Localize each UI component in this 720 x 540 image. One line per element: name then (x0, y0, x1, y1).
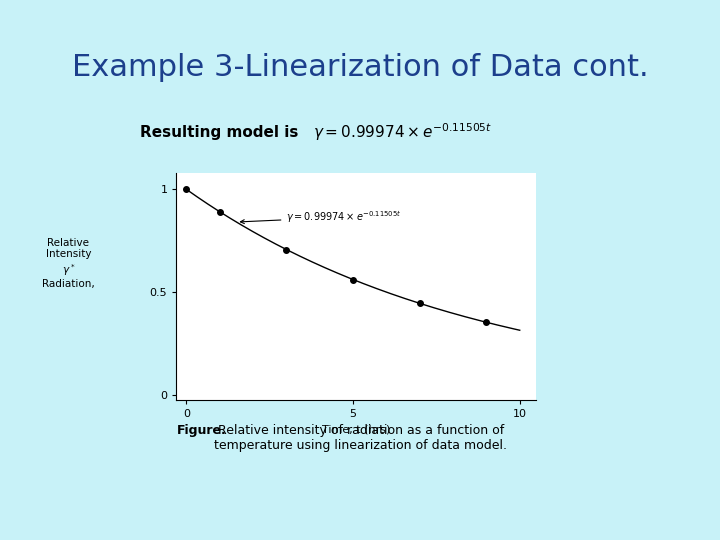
Text: $\gamma = 0.99974 \times e^{-0.11505t}$: $\gamma = 0.99974 \times e^{-0.11505t}$ (240, 209, 402, 225)
Text: Relative
Intensity
$\gamma^*$
Radiation,: Relative Intensity $\gamma^*$ Radiation, (42, 238, 95, 289)
Text: $\gamma = 0.99974 \times e^{-0.11505t}$: $\gamma = 0.99974 \times e^{-0.11505t}$ (313, 122, 492, 143)
X-axis label: Time, t (hrs): Time, t (hrs) (323, 424, 390, 434)
Text: Example 3-Linearization of Data cont.: Example 3-Linearization of Data cont. (72, 53, 648, 82)
Text: Resulting model is: Resulting model is (140, 125, 299, 140)
Text: Figure.: Figure. (176, 424, 226, 437)
Text: Relative intensity of radiation as a function of
temperature using linearization: Relative intensity of radiation as a fun… (214, 424, 507, 452)
